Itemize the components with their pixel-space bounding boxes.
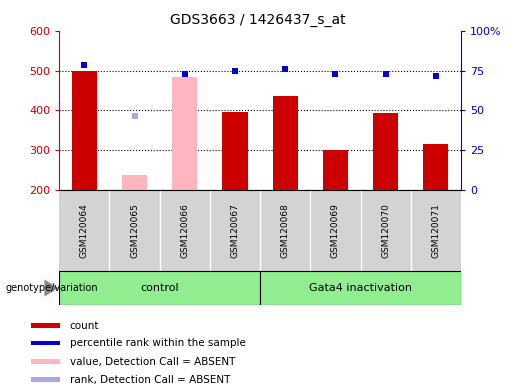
Text: control: control — [140, 283, 179, 293]
Text: GSM120068: GSM120068 — [281, 203, 289, 258]
Bar — [423, 144, 449, 190]
Bar — [373, 113, 398, 190]
Text: Gata4 inactivation: Gata4 inactivation — [309, 283, 412, 293]
Bar — [323, 150, 348, 190]
Text: GSM120066: GSM120066 — [180, 203, 189, 258]
Bar — [31, 341, 60, 345]
Bar — [31, 359, 60, 364]
Bar — [59, 271, 260, 305]
Text: GSM120067: GSM120067 — [231, 203, 239, 258]
Bar — [172, 77, 197, 190]
Bar — [272, 96, 298, 190]
Text: GSM120064: GSM120064 — [80, 203, 89, 258]
Bar — [31, 377, 60, 382]
Text: GSM120070: GSM120070 — [381, 203, 390, 258]
Bar — [260, 271, 461, 305]
Bar — [72, 71, 97, 190]
Polygon shape — [44, 280, 58, 296]
Bar — [122, 175, 147, 190]
Bar — [222, 112, 248, 190]
Text: GSM120069: GSM120069 — [331, 203, 340, 258]
Text: percentile rank within the sample: percentile rank within the sample — [70, 338, 246, 348]
Text: GDS3663 / 1426437_s_at: GDS3663 / 1426437_s_at — [169, 13, 346, 27]
Text: GSM120071: GSM120071 — [432, 203, 440, 258]
Bar — [31, 323, 60, 328]
Text: value, Detection Call = ABSENT: value, Detection Call = ABSENT — [70, 356, 235, 367]
Text: GSM120065: GSM120065 — [130, 203, 139, 258]
Text: count: count — [70, 321, 99, 331]
Text: genotype/variation: genotype/variation — [5, 283, 98, 293]
Text: rank, Detection Call = ABSENT: rank, Detection Call = ABSENT — [70, 374, 230, 384]
